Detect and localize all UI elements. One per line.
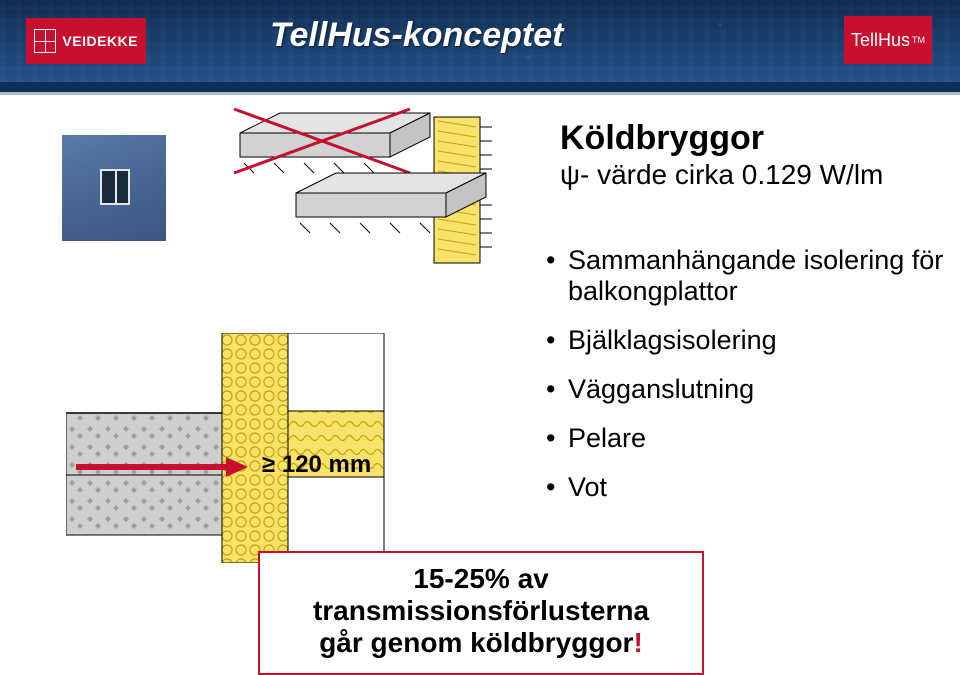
footer-line-3a: går genom köldbryggor [319, 627, 633, 658]
list-item: Sammanhängande isolering för balkongplat… [546, 245, 960, 307]
veidekke-mark-icon [34, 29, 56, 53]
veidekke-logo: VEIDEKKE [26, 18, 146, 64]
slide-body: ≥ 120 mm Köldbryggor ψ- värde cirka 0.12… [0, 95, 960, 666]
balcony-slab-diagram [210, 103, 510, 333]
footer-line-1: 15-25% av [278, 563, 684, 595]
slide-title: TellHus-konceptet [270, 16, 563, 55]
insulation-vertical [222, 333, 288, 563]
arrow-120mm [76, 457, 266, 477]
list-item: Bjälklagsisolering [546, 325, 960, 356]
list-item: Vot [546, 472, 960, 503]
tellhus-logo: TellHusTM [844, 16, 932, 64]
footer-statement-box: 15-25% av transmissionsförlusterna går g… [258, 551, 704, 675]
wall-upper [288, 333, 384, 411]
slide-header: VEIDEKKE TellHus-konceptet TellHusTM [0, 0, 960, 82]
arrow-head-icon [226, 457, 248, 477]
veidekke-label: VEIDEKKE [62, 33, 138, 49]
arrow-120mm-label: ≥ 120 mm [262, 451, 371, 479]
gravel-layer-2 [66, 475, 222, 535]
koldbryggor-subtitle: ψ- värde cirka 0.129 W/lm [560, 159, 883, 191]
header-underbar [0, 82, 960, 92]
bullet-list: Sammanhängande isolering för balkongplat… [546, 245, 960, 521]
footer-line-2: transmissionsförlusterna [278, 595, 684, 627]
wall-section-diagram [66, 333, 406, 563]
tellhus-label: TellHus [851, 30, 910, 51]
tellhus-tm: TM [912, 35, 925, 45]
list-item: Vägganslutning [546, 374, 960, 405]
wall-section-svg [66, 333, 406, 563]
footer-exclaim: ! [633, 627, 642, 658]
arrow-shaft-icon [76, 464, 226, 470]
window-icon [100, 169, 130, 205]
balcony-slab-svg [210, 103, 510, 333]
list-item: Pelare [546, 423, 960, 454]
window-photo [62, 135, 166, 241]
koldbryggor-heading: Köldbryggor [560, 119, 764, 158]
